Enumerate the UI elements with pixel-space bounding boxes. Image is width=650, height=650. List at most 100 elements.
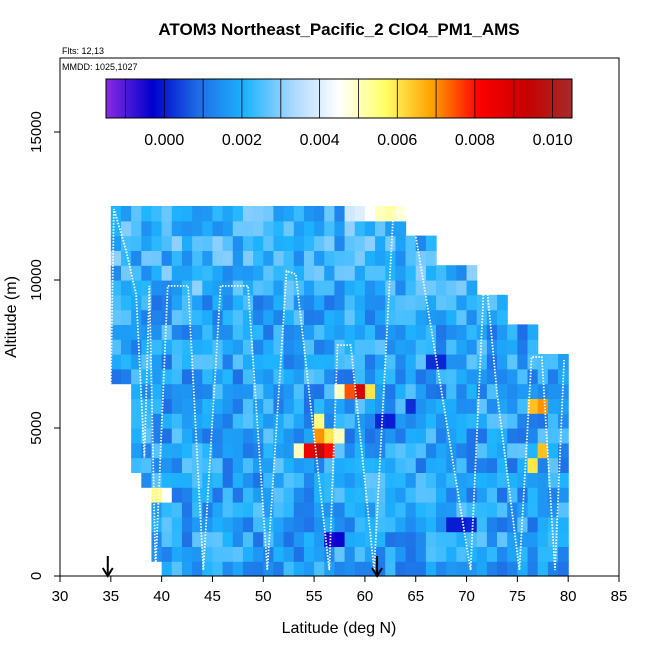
heatmap-cell — [436, 516, 447, 533]
heatmap-cell — [324, 457, 336, 473]
heatmap-cell — [415, 309, 427, 325]
heatmap-cell — [486, 368, 498, 385]
heatmap-cell — [253, 280, 264, 296]
heatmap-cell — [303, 531, 315, 547]
heatmap-cell — [212, 531, 224, 547]
heatmap-cell — [314, 280, 325, 296]
heatmap-cell — [314, 250, 325, 266]
heatmap-cell — [364, 280, 376, 296]
heatmap-cell — [263, 250, 275, 266]
heatmap-cell — [120, 354, 132, 370]
heatmap-cell — [395, 294, 407, 311]
heatmap-cell — [476, 339, 488, 355]
heatmap-cell — [232, 354, 244, 370]
heatmap-cell — [537, 428, 549, 444]
heatmap-cell — [232, 516, 244, 533]
heatmap-cell — [375, 531, 386, 547]
heatmap-cell — [120, 280, 132, 296]
heatmap-cell — [293, 206, 305, 222]
heatmap-cell — [192, 339, 203, 355]
heatmap-cell — [202, 457, 214, 473]
heatmap-cell — [110, 206, 122, 222]
heatmap-cell — [192, 442, 203, 459]
heatmap-cell — [202, 472, 214, 488]
heatmap-cell — [273, 546, 285, 562]
heatmap-cell — [293, 309, 305, 325]
heatmap-cell — [273, 339, 285, 355]
heatmap-cell — [334, 250, 346, 266]
heatmap-cell — [375, 457, 386, 473]
heatmap-cell — [375, 294, 386, 311]
heatmap-cell — [466, 472, 478, 488]
heatmap-cell — [303, 428, 315, 444]
heatmap-cell — [405, 265, 417, 281]
heatmap-cell — [212, 428, 224, 444]
heatmap-cell — [415, 339, 427, 355]
flight-track-line — [109, 208, 565, 571]
heatmap-cell — [242, 502, 254, 518]
heatmap-cell — [375, 235, 386, 251]
heatmap-cell — [324, 294, 336, 311]
heatmap-cell — [537, 354, 549, 370]
heatmap-cell — [141, 294, 153, 311]
heatmap-cell — [344, 383, 356, 399]
heatmap-cell — [466, 398, 478, 414]
colorbar: 0.000 0.002 0.004 0.006 0.008 0.010 — [105, 78, 573, 149]
heatmap-cell — [222, 324, 234, 340]
heatmap-cell — [344, 428, 356, 444]
heatmap-cell — [425, 265, 437, 281]
heatmap-cell — [131, 383, 142, 399]
heatmap-cell — [517, 368, 529, 385]
heatmap-cell — [456, 354, 468, 370]
heatmap-cell — [446, 487, 457, 503]
heatmap-cell — [232, 413, 244, 429]
heatmap-cell — [232, 220, 244, 237]
heatmap-cell — [151, 294, 163, 311]
heatmap-cell — [273, 235, 285, 251]
heatmap-cell — [547, 368, 559, 385]
heatmap-cell — [120, 294, 132, 311]
heatmap-cell — [415, 324, 427, 340]
heatmap-cell — [110, 235, 122, 251]
heatmap-cell — [344, 250, 356, 266]
heatmap-cell — [314, 502, 325, 518]
heatmap-cell — [110, 280, 122, 296]
heatmap-cell — [497, 516, 508, 533]
heatmap-cell — [395, 368, 407, 385]
heatmap-cell — [202, 280, 214, 296]
heatmap-cell — [446, 398, 457, 414]
heatmap-cell — [395, 502, 407, 518]
heatmap-cell — [466, 339, 478, 355]
heatmap-cell — [486, 531, 498, 547]
heatmap-cell — [263, 206, 275, 222]
heatmap-cell — [131, 206, 142, 222]
heatmap-cell — [171, 502, 183, 518]
heatmap-cell — [354, 457, 366, 473]
heatmap-cell — [364, 546, 376, 562]
heatmap-cell — [405, 472, 417, 488]
heatmap-cell — [334, 516, 346, 533]
heatmap-cell — [141, 265, 153, 281]
heatmap-cell — [151, 339, 163, 355]
heatmap-cell — [263, 398, 275, 414]
heatmap-cell — [486, 546, 498, 562]
heatmap-cell — [181, 339, 193, 355]
heatmap-cell — [517, 561, 529, 577]
heatmap-cell — [436, 546, 447, 562]
heatmap-cell — [547, 398, 559, 414]
heatmap-cell — [334, 413, 346, 429]
heatmap-cell — [456, 442, 468, 459]
heatmap-cell — [161, 324, 173, 340]
heatmap-cell — [395, 206, 407, 222]
heatmap-cell — [456, 280, 468, 296]
heatmap-cell — [181, 368, 193, 385]
heatmap-cell — [375, 368, 386, 385]
heatmap-cell — [222, 354, 234, 370]
x-tick-label: 35 — [102, 588, 119, 605]
heatmap-cell — [192, 309, 203, 325]
heatmap-cell — [527, 413, 539, 429]
heatmap-cell — [344, 413, 356, 429]
heatmap-cell — [171, 546, 183, 562]
heatmap-cell — [354, 280, 366, 296]
heatmap-cell — [415, 280, 427, 296]
